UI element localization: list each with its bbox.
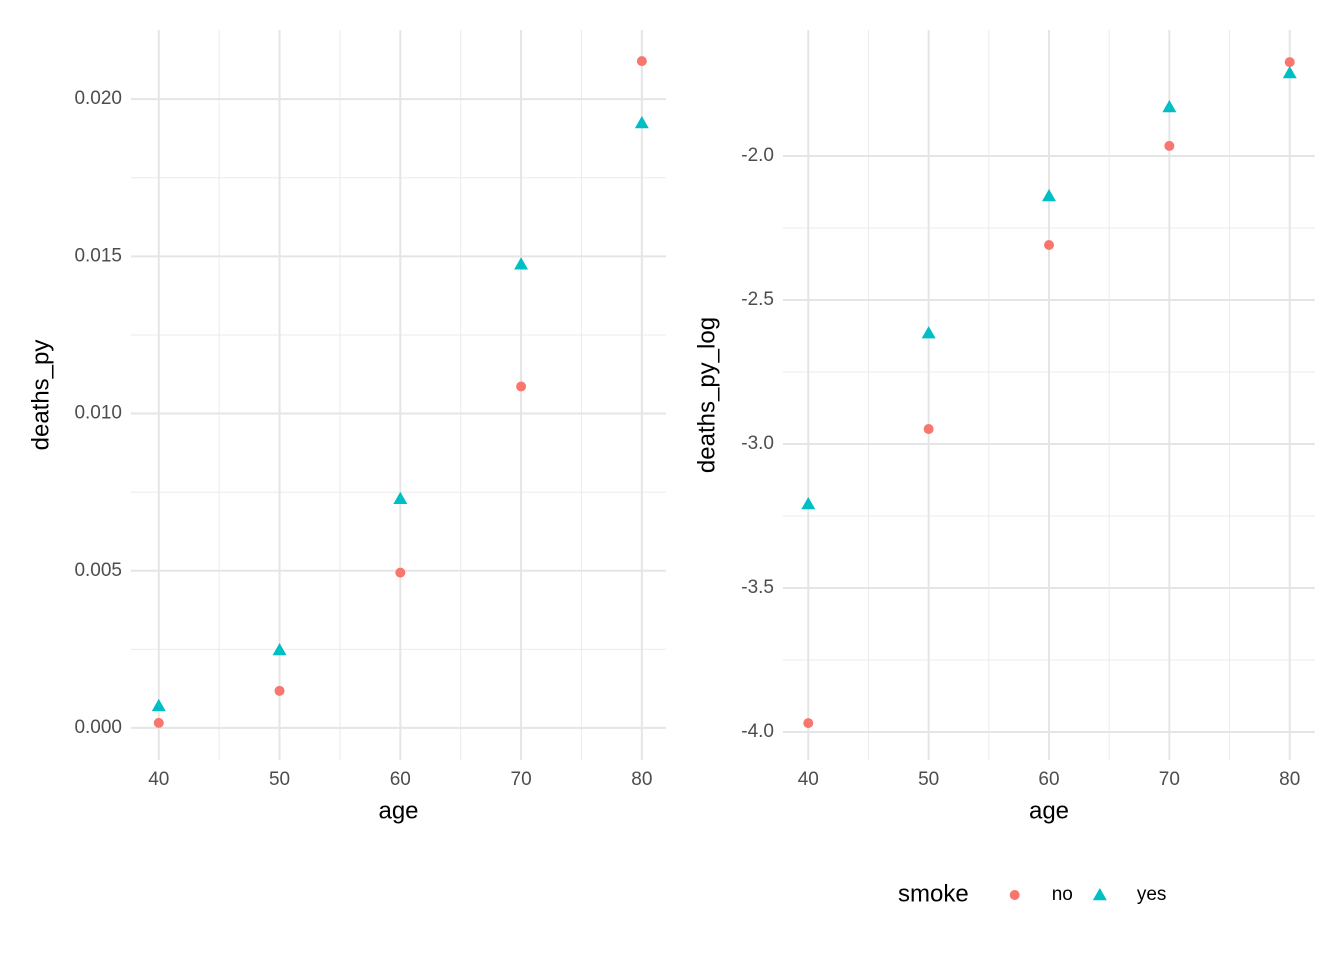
point (803, 718, 814, 729)
x-axis-title: age (1029, 797, 1069, 824)
point (1164, 140, 1175, 151)
legend-title: smoke (898, 880, 969, 907)
point (1284, 57, 1295, 68)
y-tick-label: -3.5 (741, 577, 774, 598)
point (1042, 189, 1056, 202)
legend-label: yes (1137, 884, 1167, 905)
point (801, 496, 816, 510)
legend-label: no (1052, 884, 1073, 905)
point (274, 685, 285, 696)
point (634, 116, 649, 129)
x-tick-label: 40 (148, 769, 169, 790)
x-tick-label: 40 (798, 769, 819, 790)
x-tick-label: 80 (1279, 769, 1300, 790)
y-tick-label: -2.5 (741, 289, 774, 310)
x-tick-label: 50 (918, 769, 939, 790)
point (1282, 66, 1297, 79)
point (921, 326, 936, 339)
y-tick-label: -3.0 (741, 433, 774, 454)
x-tick-label: 70 (511, 769, 532, 790)
x-tick-label: 70 (1159, 769, 1180, 790)
x-tick-label: 60 (1038, 769, 1059, 790)
point (516, 381, 527, 392)
point (923, 424, 934, 435)
point (1044, 240, 1054, 251)
x-axis-title: age (378, 797, 418, 824)
point (151, 698, 166, 712)
y-axis-title: deaths_py_log (693, 317, 720, 473)
x-tick-label: 60 (390, 769, 411, 790)
legend-marker (1009, 890, 1020, 900)
y-tick-label: -2.0 (741, 145, 774, 166)
point (153, 717, 164, 728)
y-tick-label: 0.000 (74, 717, 122, 738)
point (395, 567, 406, 578)
x-tick-label: 50 (269, 769, 290, 790)
y-axis-title: deaths_py (27, 340, 54, 451)
x-tick-label: 80 (631, 769, 652, 790)
point (1162, 100, 1177, 113)
y-tick-label: 0.005 (74, 560, 122, 581)
point (514, 257, 529, 270)
y-tick-label: -4.0 (741, 721, 774, 742)
y-tick-label: 0.020 (74, 88, 122, 109)
point (636, 56, 647, 67)
legend-marker (1092, 888, 1107, 901)
point (272, 642, 287, 656)
point (393, 491, 408, 504)
y-tick-label: 0.010 (74, 403, 122, 424)
y-tick-label: 0.015 (74, 245, 122, 266)
